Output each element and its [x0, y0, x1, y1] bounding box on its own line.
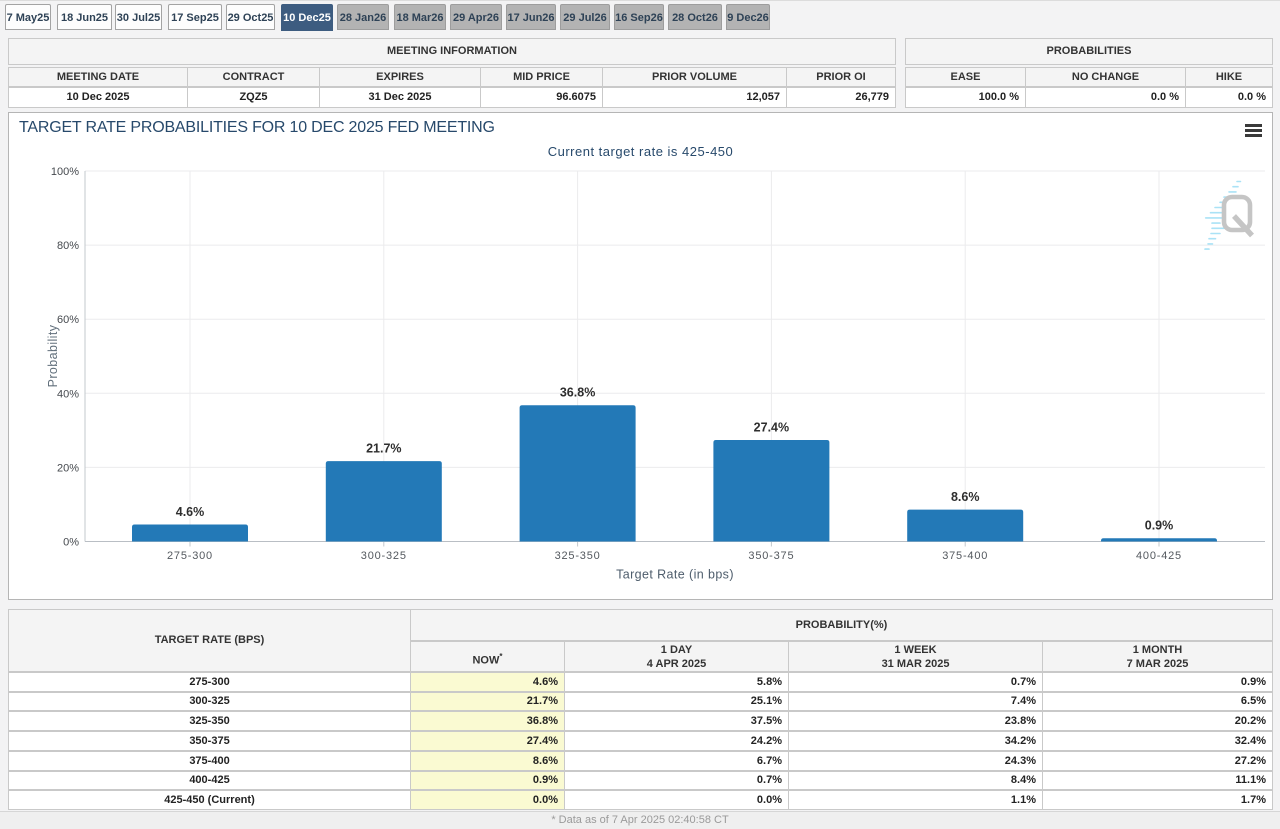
svg-text:0.9%: 0.9% [1145, 519, 1174, 533]
svg-text:80%: 80% [57, 240, 79, 252]
svg-text:350-375: 350-375 [748, 550, 794, 562]
svg-text:40%: 40% [57, 388, 79, 400]
svg-text:400-425: 400-425 [1136, 550, 1182, 562]
svg-text:60%: 60% [57, 314, 79, 326]
svg-text:Target Rate (in bps): Target Rate (in bps) [616, 568, 734, 582]
svg-text:Probability: Probability [46, 324, 60, 387]
svg-text:300-325: 300-325 [361, 550, 407, 562]
svg-text:275-300: 275-300 [167, 550, 213, 562]
svg-text:21.7%: 21.7% [366, 442, 401, 456]
svg-text:325-350: 325-350 [555, 550, 601, 562]
svg-text:0%: 0% [63, 537, 79, 549]
svg-text:27.4%: 27.4% [754, 421, 789, 435]
svg-text:8.6%: 8.6% [951, 490, 980, 504]
svg-text:20%: 20% [57, 462, 79, 474]
svg-text:4.6%: 4.6% [176, 505, 205, 519]
svg-text:36.8%: 36.8% [560, 386, 595, 400]
svg-text:100%: 100% [51, 166, 79, 178]
svg-text:375-400: 375-400 [942, 550, 988, 562]
